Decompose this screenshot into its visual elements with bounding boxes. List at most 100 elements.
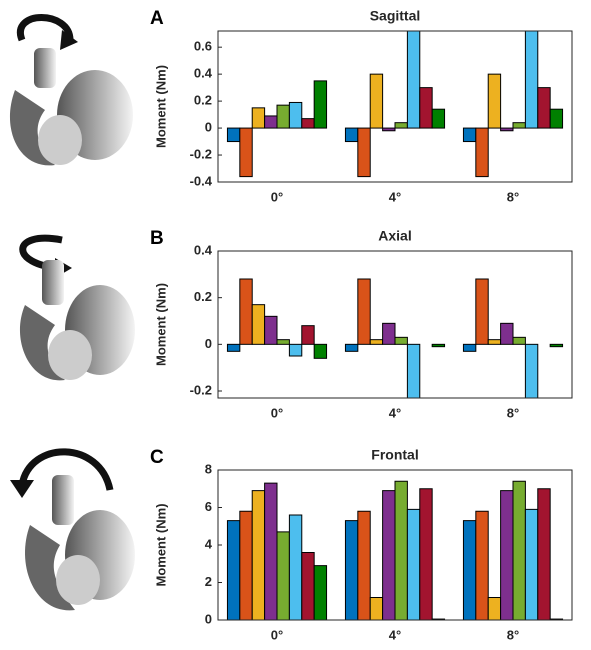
bar <box>500 322 514 345</box>
bar <box>264 482 278 620</box>
bar <box>276 104 290 129</box>
bar <box>549 343 564 348</box>
pelvis-sagittal <box>9 14 133 166</box>
y-tick-label: 2 <box>205 574 212 589</box>
bar <box>369 73 384 129</box>
bars <box>226 278 564 398</box>
bar <box>301 325 315 345</box>
bar <box>251 490 266 620</box>
bar <box>344 520 359 620</box>
bar <box>276 531 290 620</box>
y-tick-label: -0.4 <box>190 173 213 188</box>
bar <box>357 278 371 345</box>
bar <box>313 80 328 129</box>
y-tick-label: 6 <box>205 499 212 514</box>
y-tick-label: 0 <box>205 336 212 351</box>
y-tick-label: 0.4 <box>194 242 213 257</box>
bar <box>487 73 502 129</box>
y-axis-label: Moment (Nm) <box>153 283 168 366</box>
pelvis-axial <box>19 234 135 381</box>
bar <box>549 108 564 129</box>
bar <box>487 339 502 345</box>
y-tick-label: 4 <box>205 536 213 551</box>
bar <box>313 343 328 359</box>
x-tick-label: 4° <box>389 627 401 642</box>
bar <box>431 108 446 129</box>
chart-title: Sagittal <box>370 8 421 24</box>
bar <box>475 127 489 178</box>
bar <box>462 127 477 143</box>
bar <box>264 115 278 129</box>
y-axis-label: Moment (Nm) <box>153 503 168 586</box>
y-tick-label: 8 <box>205 461 212 476</box>
bar <box>344 127 359 143</box>
bar <box>369 339 384 345</box>
bar <box>288 101 303 129</box>
axes-box <box>217 250 573 399</box>
bar <box>344 343 359 352</box>
y-axis-label: Moment (Nm) <box>153 65 168 148</box>
bar <box>251 304 266 345</box>
x-tick-label: 4° <box>389 189 401 204</box>
y-tick-label: 0 <box>205 120 212 135</box>
bar <box>251 107 266 129</box>
x-tick-label: 8° <box>507 627 519 642</box>
panel-letter: A <box>150 8 164 29</box>
bar <box>500 127 514 132</box>
bar <box>524 31 539 129</box>
y-tick-label: -0.2 <box>190 382 212 397</box>
bar <box>419 488 433 620</box>
pelvis-illustrations <box>9 14 135 611</box>
y-tick-label: 0.2 <box>194 289 212 304</box>
y-tick-label: 0 <box>205 611 212 626</box>
bar <box>382 322 396 345</box>
bar <box>475 510 489 620</box>
bar <box>475 278 489 345</box>
bar <box>239 510 253 620</box>
chart-title: Frontal <box>371 447 418 463</box>
bar <box>382 490 396 620</box>
axes-box <box>217 469 573 621</box>
bar <box>512 336 526 345</box>
bar <box>301 552 315 620</box>
bar <box>226 520 241 620</box>
bar <box>369 597 384 620</box>
bar <box>537 488 551 620</box>
bar <box>239 278 253 345</box>
bar <box>524 508 539 620</box>
x-tick-label: 0° <box>271 627 283 642</box>
axes-box <box>217 30 573 183</box>
bar <box>462 520 477 620</box>
bar <box>524 343 539 398</box>
panel-letter: B <box>150 228 164 249</box>
x-tick-label: 0° <box>271 405 283 420</box>
bar <box>500 490 514 620</box>
bar <box>288 343 303 357</box>
bar <box>301 118 315 129</box>
bar <box>276 339 290 345</box>
bar <box>487 597 502 620</box>
y-tick-label: 0.4 <box>194 66 213 81</box>
bars <box>226 31 564 178</box>
bar <box>357 127 371 178</box>
bar <box>394 336 408 345</box>
pelvis-frontal <box>10 448 135 611</box>
x-tick-label: 4° <box>389 405 401 420</box>
bar <box>357 510 371 620</box>
panel-letter: C <box>150 447 164 468</box>
y-tick-label: 0.6 <box>194 39 212 54</box>
bar <box>406 343 421 398</box>
bar <box>512 480 526 620</box>
x-tick-label: 8° <box>507 405 519 420</box>
bar <box>313 565 328 620</box>
bars <box>226 480 564 620</box>
bar <box>431 343 446 348</box>
bar <box>406 31 421 129</box>
bar <box>419 87 433 129</box>
y-tick-label: 0.2 <box>194 93 212 108</box>
bar <box>394 480 408 620</box>
x-tick-label: 8° <box>507 189 519 204</box>
bar <box>239 127 253 178</box>
bar <box>382 127 396 132</box>
